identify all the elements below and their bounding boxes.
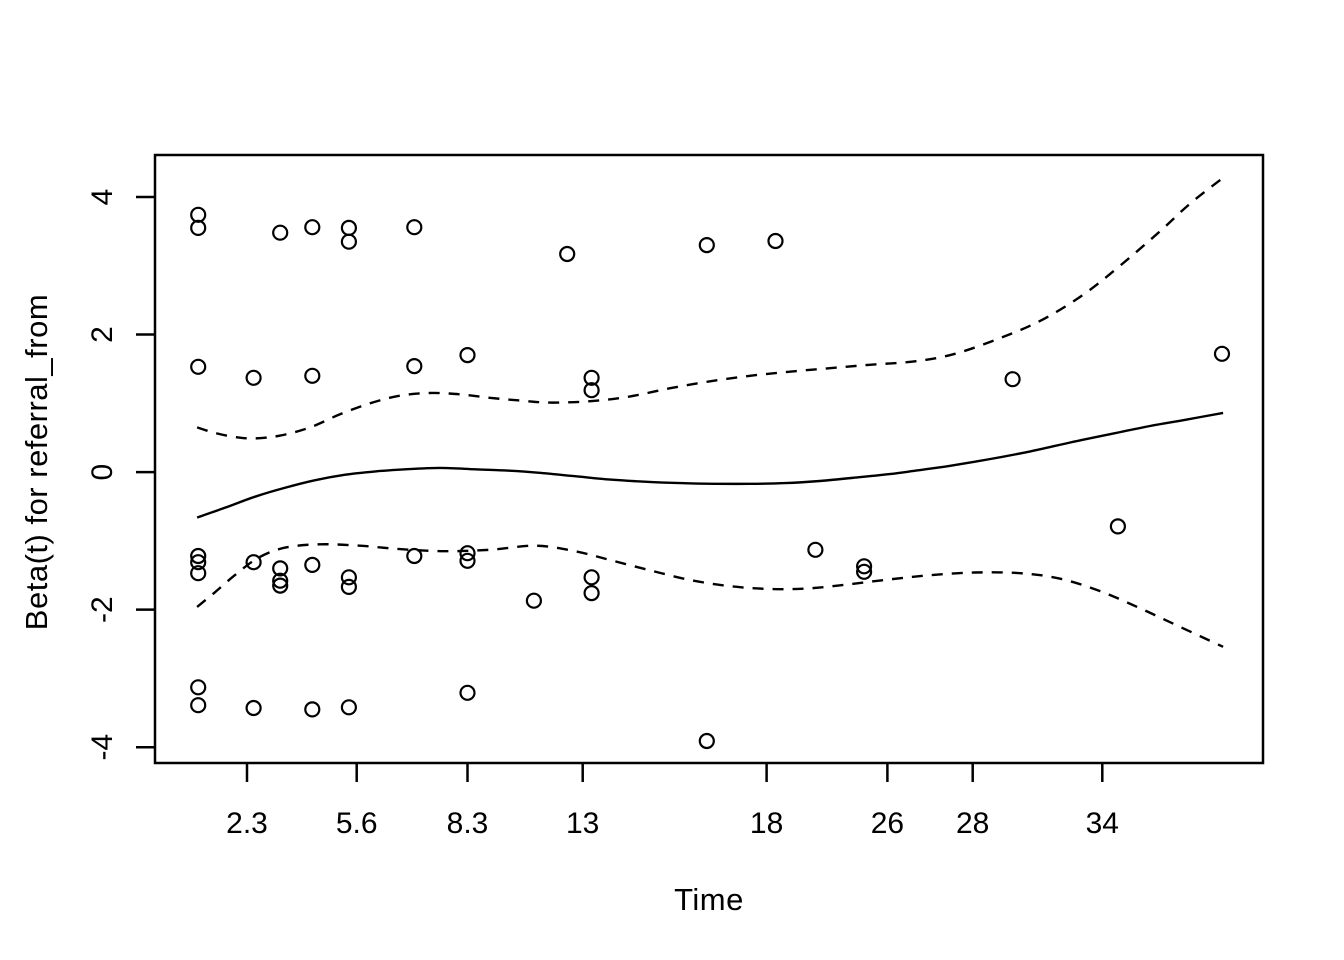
residual-point [340, 219, 357, 236]
residual-point [1213, 345, 1231, 362]
residual-point [406, 547, 423, 565]
residual-point [304, 367, 321, 384]
residual-point [304, 556, 321, 574]
residual-point [190, 547, 207, 565]
lower-confidence-band-curve [196, 543, 1224, 648]
y-tick-label: -2 [86, 596, 119, 623]
y-axis-title: Beta(t) for referral_from [19, 293, 54, 631]
residual-point [190, 679, 207, 696]
residual-point [190, 219, 207, 236]
residual-point [272, 572, 289, 589]
y-tick-label: -4 [86, 734, 119, 761]
residual-point [583, 584, 600, 602]
plot-frame [153, 153, 1265, 765]
residual-point [583, 382, 600, 399]
residual-point [1004, 371, 1021, 388]
residual-point [272, 577, 289, 594]
residual-point [272, 560, 289, 577]
residual-point [698, 732, 715, 750]
residual-point [304, 219, 321, 236]
x-tick-label: 18 [750, 807, 783, 840]
residual-point [459, 347, 476, 364]
residual-point [855, 563, 873, 580]
residual-point [459, 684, 476, 701]
residual-point [190, 565, 207, 582]
residual-point [525, 592, 543, 609]
residual-point [583, 369, 600, 386]
x-tick-label: 5.6 [336, 807, 378, 840]
residual-point [406, 358, 423, 375]
x-tick-label: 28 [956, 807, 989, 840]
residual-point [807, 541, 824, 558]
y-tick-label: 4 [86, 189, 119, 206]
residual-point [340, 578, 357, 596]
y-tick-label: 2 [86, 326, 119, 343]
x-axis-title: Time [674, 882, 744, 917]
residual-point [272, 224, 289, 241]
residual-point [698, 237, 715, 254]
residual-point [190, 206, 207, 223]
residual-point [1109, 518, 1127, 535]
residual-point [406, 219, 423, 236]
x-tick-label: 26 [871, 807, 904, 840]
upper-confidence-band-curve [196, 176, 1224, 440]
residual-point [190, 358, 207, 375]
residual-point [459, 545, 476, 562]
residual-point [190, 697, 207, 714]
residual-point [855, 558, 873, 575]
x-tick-label: 13 [566, 807, 599, 840]
x-tick-label: 2.3 [226, 807, 268, 840]
residual-point [559, 245, 576, 263]
smoothed-beta-curve [196, 411, 1224, 519]
residual-point [767, 232, 784, 250]
residual-point [340, 569, 357, 586]
residual-point [583, 569, 600, 586]
residual-point [304, 701, 321, 718]
residual-point [340, 233, 357, 250]
x-tick-label: 34 [1086, 807, 1119, 840]
residual-point [245, 369, 262, 386]
residual-point [245, 554, 262, 571]
residual-point [190, 554, 207, 571]
y-tick-label: 0 [86, 464, 119, 481]
residual-point [245, 699, 262, 717]
residual-point [459, 552, 476, 569]
x-tick-label: 8.3 [447, 807, 489, 840]
residual-point [340, 699, 357, 716]
